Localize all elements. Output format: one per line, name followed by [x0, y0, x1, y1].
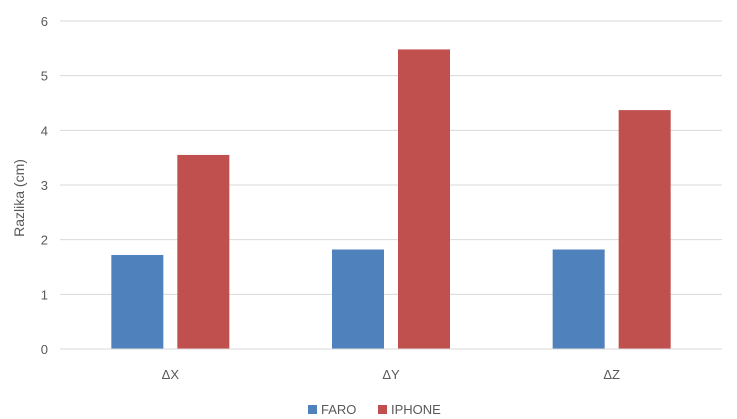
- bar-iphone-0: [177, 154, 230, 349]
- legend-label-iphone: IPHONE: [391, 402, 441, 417]
- bar-iphone-2: [618, 110, 671, 350]
- y-tick-label: 0: [41, 342, 48, 357]
- x-tick-label: ΔX: [162, 367, 180, 382]
- y-tick-label: 1: [41, 287, 48, 302]
- y-axis-title: Razlika (cm): [11, 159, 27, 237]
- y-tick-label: 3: [41, 178, 48, 193]
- y-tick-label: 4: [41, 123, 48, 138]
- bar-faro-1: [332, 249, 384, 349]
- x-axis-ticks: ΔX ΔY ΔZ: [162, 367, 620, 382]
- y-tick-label: 6: [41, 14, 48, 29]
- y-tick-label: 2: [41, 233, 48, 248]
- legend-swatch-iphone: [378, 405, 387, 414]
- bars: [111, 49, 671, 350]
- legend: FARO IPHONE: [308, 402, 441, 417]
- x-tick-label: ΔY: [382, 367, 400, 382]
- y-tick-label: 5: [41, 69, 48, 84]
- gridlines: [60, 20, 722, 295]
- bar-iphone-1: [398, 49, 450, 349]
- y-axis-ticks: 0 1 2 3 4 5 6: [41, 14, 48, 357]
- legend-label-faro: FARO: [321, 402, 356, 417]
- bar-faro-2: [552, 249, 605, 349]
- x-tick-label: ΔZ: [603, 367, 620, 382]
- bar-faro-0: [111, 254, 164, 349]
- legend-swatch-faro: [308, 405, 317, 414]
